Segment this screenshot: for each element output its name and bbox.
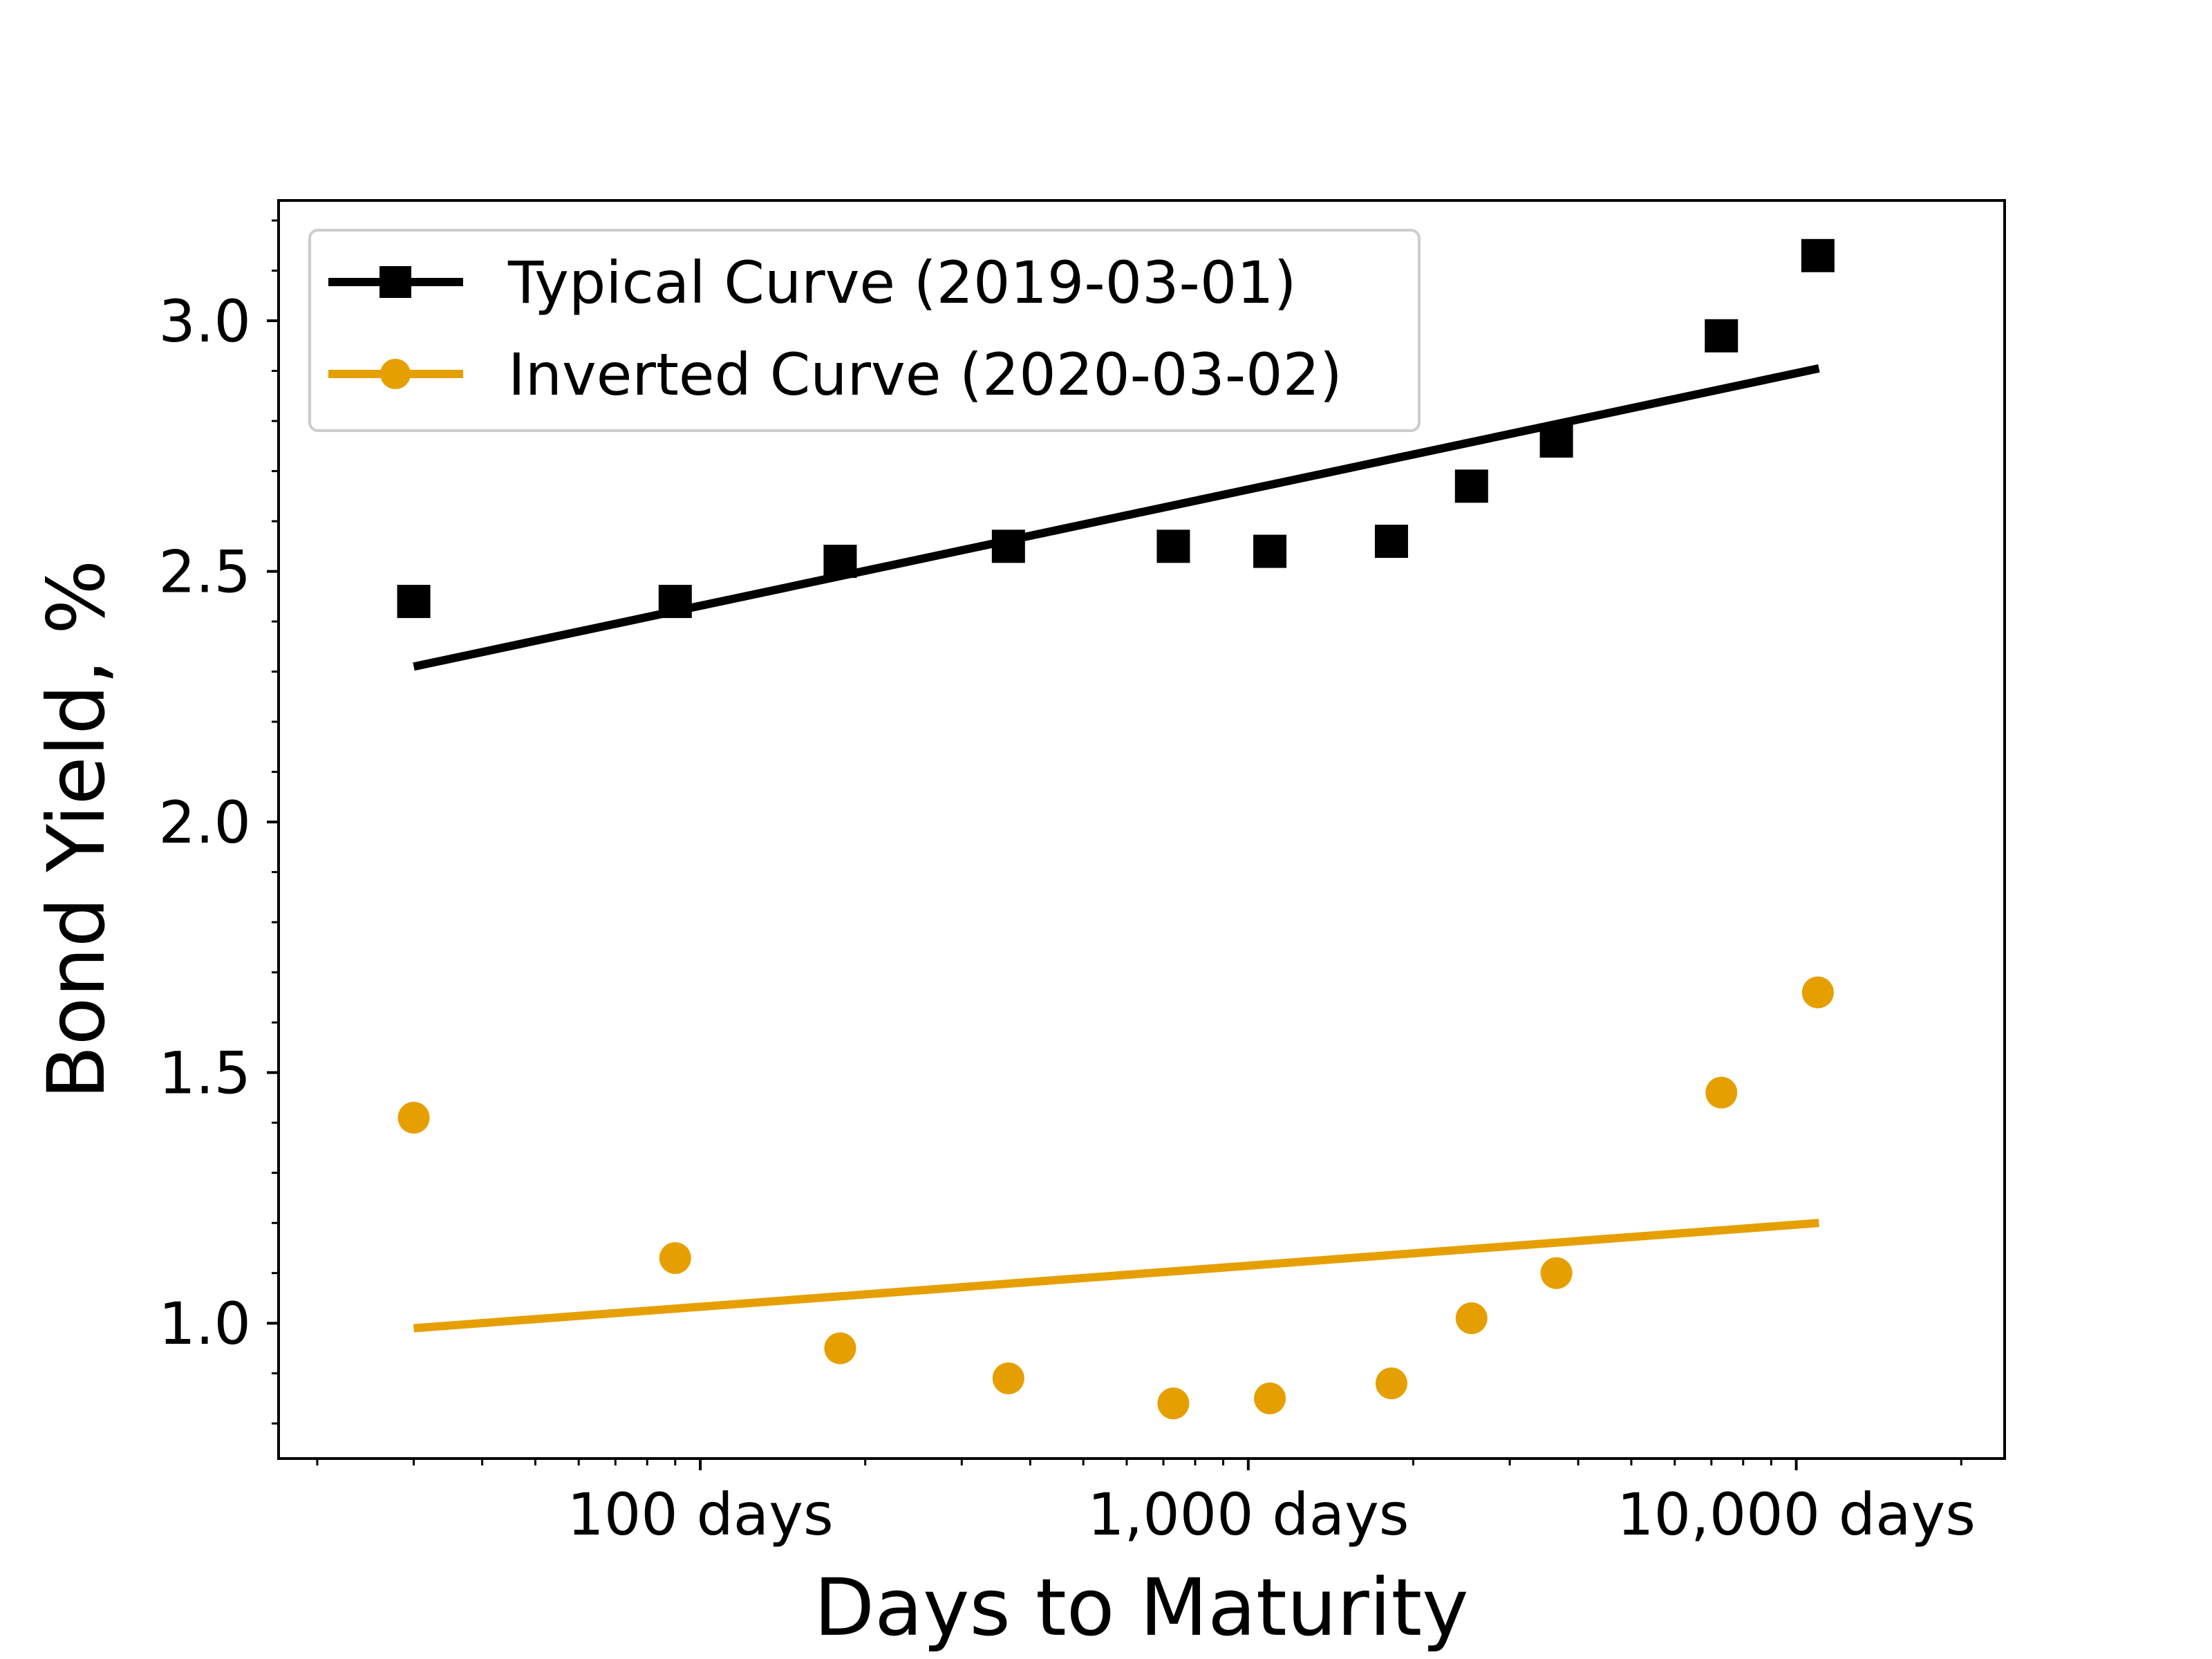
series-2-point [1705,1076,1738,1109]
legend-marker [380,359,411,389]
series-1-point [397,585,431,619]
x-tick-label: 1,000 days [1087,1481,1409,1548]
series-2-point [1157,1387,1190,1420]
legend-label: Inverted Curve (2020-03-02) [508,341,1342,409]
legend-label: Typical Curve (2019-03-01) [507,249,1297,317]
series-1-point [1801,238,1835,272]
x-axis-title: Days to Maturity [814,1562,1468,1653]
series-1-point [1705,319,1738,353]
y-tick-label: 2.0 [158,789,251,856]
y-tick-label: 1.0 [158,1290,251,1358]
x-tick-label: 10,000 days [1617,1481,1976,1548]
series-1-point [1156,529,1190,563]
series-1-trend-line [413,364,1820,671]
legend-entries: Typical Curve (2019-03-01) Inverted Curve… [328,249,1342,409]
legend-marker [379,266,411,298]
x-axis: 100 days 1,000 days 10,000 days [316,1459,1976,1548]
x-tick-label: 100 days [567,1481,833,1548]
y-tick-label: 3.0 [158,288,251,355]
y-tick-label: 1.5 [158,1040,251,1107]
series-1-point [658,585,692,619]
plot-marks [397,238,1835,1420]
series-1-point [823,545,857,579]
legend-frame [308,229,1421,432]
series-2-point [824,1332,856,1365]
series-1-point [1539,424,1573,458]
series-2-point [992,1362,1024,1394]
series-2-point [1801,976,1834,1009]
series-1-point [1253,534,1287,568]
series-2-point [1540,1257,1573,1289]
y-axis: 1.0 1.5 2.0 2.5 3.0 [158,219,279,1425]
series-2-point [1455,1302,1488,1334]
series-2-point [1254,1382,1286,1414]
y-tick-label: 2.5 [158,538,251,606]
y-axis-title: Bond Yield, % [30,559,122,1099]
plot-frame [277,199,2006,1460]
series-2-point [1375,1367,1407,1400]
series-1-point [1374,525,1408,559]
series-2-point [659,1241,691,1274]
series-1-point [1454,469,1488,503]
series-2-point [397,1101,430,1134]
legend: Typical Curve (2019-03-01) Inverted Curve… [308,229,1421,432]
series-2-trend-line [413,1219,1819,1333]
series-1-point [991,529,1025,563]
